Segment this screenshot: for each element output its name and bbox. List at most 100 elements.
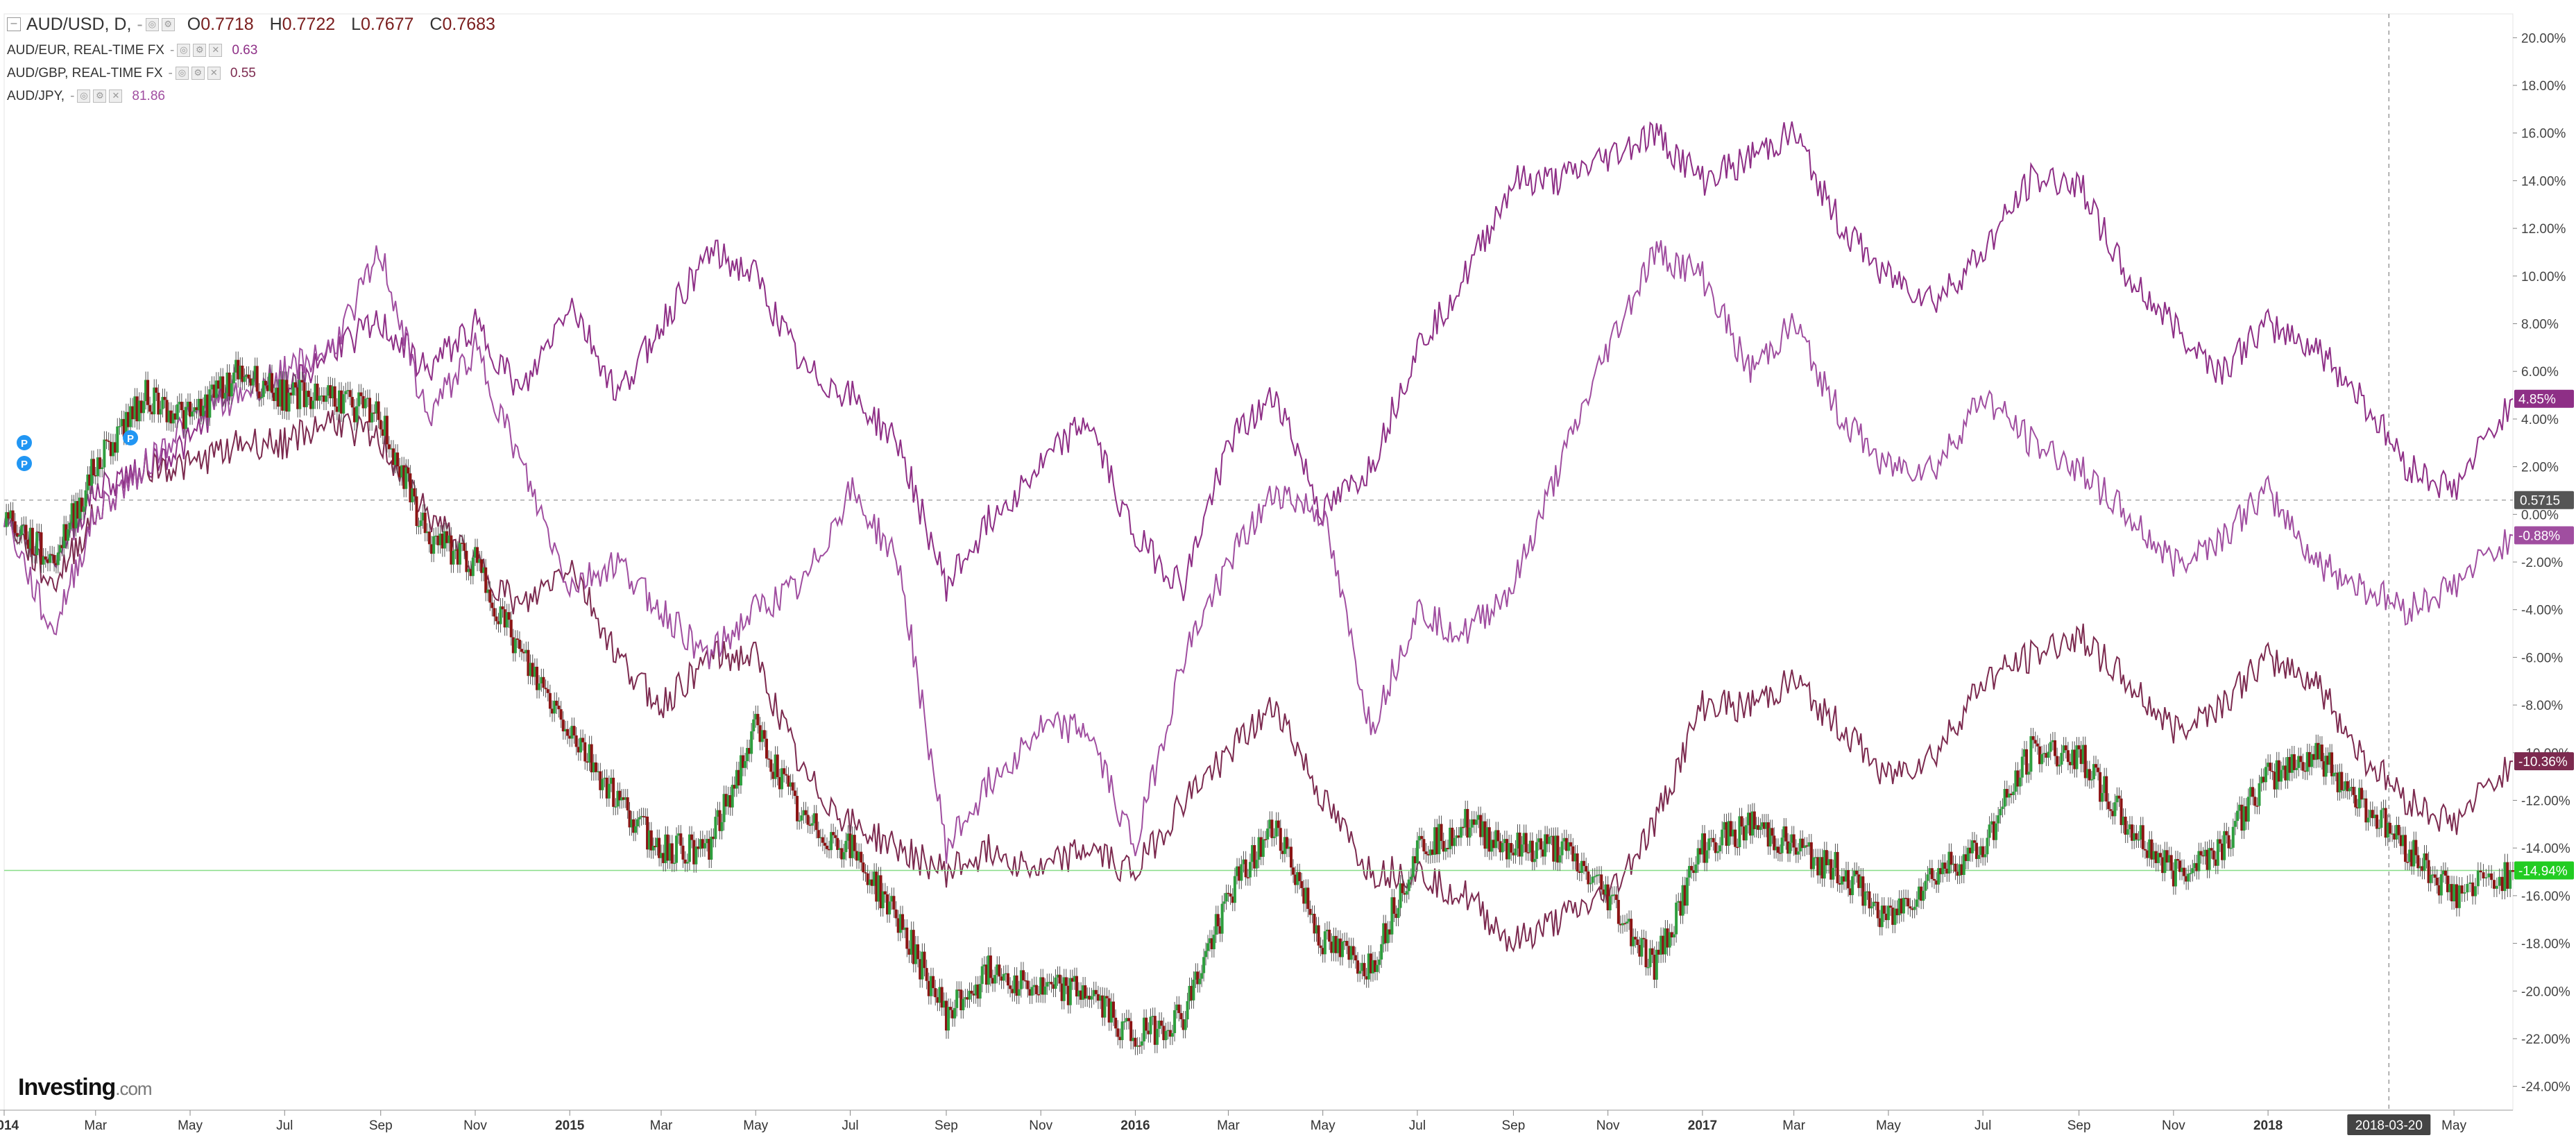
main-symbol-name[interactable]: AUD/USD, D, xyxy=(26,14,132,34)
investing-logo[interactable]: Investing.com xyxy=(18,1074,153,1101)
candle-body xyxy=(1485,827,1489,849)
candle-body xyxy=(2189,873,2192,874)
visibility-icon[interactable]: ◎ xyxy=(145,17,159,31)
candle-body xyxy=(1392,897,1396,914)
comparison-name[interactable]: AUD/JPY, xyxy=(7,88,65,103)
y-tick-label: -8.00% xyxy=(2521,699,2563,713)
candle-body xyxy=(544,688,547,690)
x-tick-label: May xyxy=(2441,1118,2466,1133)
settings-icon[interactable]: ⚙ xyxy=(191,67,205,80)
candle-body xyxy=(1006,973,1009,986)
candle-body xyxy=(2482,872,2485,878)
candle-body xyxy=(2288,757,2292,773)
candle-body xyxy=(2406,862,2409,863)
candle-body xyxy=(1030,987,1034,996)
plot-area[interactable]: PPP xyxy=(3,13,2514,1111)
candle-body xyxy=(858,851,861,861)
candle-body xyxy=(774,754,777,779)
candle-body xyxy=(2403,835,2407,862)
candle-body xyxy=(1823,850,1826,879)
comparison-name[interactable]: AUD/EUR, REAL-TIME FX xyxy=(7,42,164,58)
candle-body xyxy=(542,677,545,688)
collapse-icon[interactable]: – xyxy=(7,17,21,31)
candle-body xyxy=(223,393,227,399)
candle-body xyxy=(1814,857,1818,858)
event-marker-icon xyxy=(17,435,32,450)
candle-body xyxy=(1158,1020,1161,1029)
candle-body xyxy=(1855,870,1859,875)
candle-body xyxy=(131,406,135,420)
candle-body xyxy=(2364,798,2368,823)
logo-text: Investing xyxy=(18,1074,116,1100)
visibility-icon[interactable]: ◎ xyxy=(177,44,191,57)
candle-body xyxy=(888,901,892,914)
candle-body xyxy=(2487,873,2491,878)
candle-body xyxy=(114,442,117,453)
candle-body xyxy=(1556,835,1560,863)
candle-body xyxy=(588,744,591,763)
candle-body xyxy=(1528,840,1532,853)
candle-body xyxy=(1672,934,1675,938)
candle-body xyxy=(2062,745,2065,754)
candle-body xyxy=(445,531,449,543)
candle-body xyxy=(2332,772,2335,776)
candle-body xyxy=(862,862,865,873)
candle-body xyxy=(293,382,297,388)
candle-body xyxy=(2273,772,2276,790)
candle-body xyxy=(163,397,167,400)
candle-body xyxy=(991,978,994,984)
candle-body xyxy=(2388,822,2391,834)
high-label: H xyxy=(269,14,282,34)
close-icon[interactable]: ✕ xyxy=(209,44,223,57)
candle-body xyxy=(646,816,649,850)
event-marker-icon xyxy=(17,456,32,471)
candle-body xyxy=(421,512,425,521)
close-icon[interactable]: ✕ xyxy=(109,90,123,103)
settings-icon[interactable]: ⚙ xyxy=(193,44,207,57)
candle-body xyxy=(1807,842,1811,847)
candle-body xyxy=(1809,842,1813,869)
candle-body xyxy=(1090,996,1093,1000)
settings-icon[interactable]: ⚙ xyxy=(161,17,175,31)
candle-body xyxy=(2042,753,2046,754)
x-tick-label: May xyxy=(1311,1118,1336,1133)
x-tick-label: May xyxy=(178,1118,203,1133)
candle-body xyxy=(1050,982,1053,985)
candle-body xyxy=(1261,839,1265,857)
candle-body xyxy=(375,401,378,414)
candle-body xyxy=(1803,845,1807,849)
candle-body xyxy=(1902,898,1905,914)
candle-body xyxy=(1190,985,1193,1001)
candle-body xyxy=(1304,887,1308,904)
close-icon[interactable]: ✕ xyxy=(207,67,221,80)
candle-body xyxy=(1981,846,1985,858)
settings-icon[interactable]: ⚙ xyxy=(93,90,107,103)
candle-body xyxy=(249,378,253,386)
candle-body xyxy=(570,726,574,739)
candle-body xyxy=(264,380,267,386)
candle-body xyxy=(618,790,622,801)
candle-body xyxy=(1664,928,1667,955)
candle-body xyxy=(2227,835,2230,849)
candle-body xyxy=(2262,776,2265,783)
candle-body xyxy=(1626,921,1629,924)
candle-body xyxy=(781,768,784,790)
visibility-icon[interactable]: ◎ xyxy=(77,90,91,103)
candle-body xyxy=(1966,847,1970,861)
candle-body xyxy=(1321,948,1324,955)
candle-body xyxy=(1926,874,1929,881)
candle-body xyxy=(234,359,238,373)
comparison-name[interactable]: AUD/GBP, REAL-TIME FX xyxy=(7,65,163,80)
candle-body xyxy=(962,998,965,1011)
candle-body xyxy=(1520,844,1524,857)
candle-body xyxy=(361,395,365,409)
candle-body xyxy=(2416,855,2420,869)
visibility-icon[interactable]: ◎ xyxy=(175,67,189,80)
candle-body xyxy=(647,830,651,850)
candle-body xyxy=(2301,762,2305,771)
candle-body xyxy=(2258,783,2261,806)
candle-body xyxy=(581,738,585,742)
candle-body xyxy=(668,843,672,861)
candle-body xyxy=(1283,837,1286,854)
